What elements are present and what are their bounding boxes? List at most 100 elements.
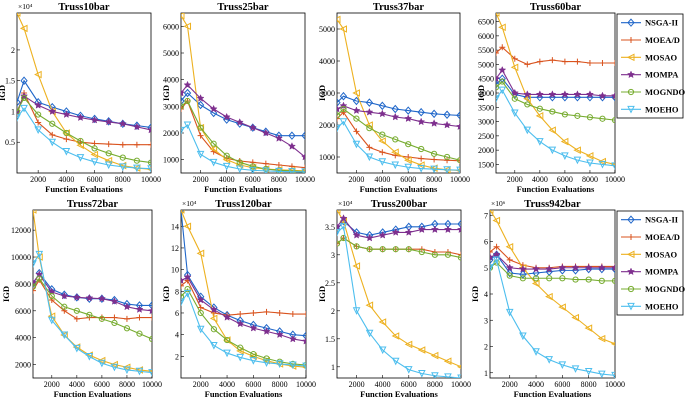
series-marker-mogndo <box>536 105 543 112</box>
series-marker-mosao <box>365 301 374 310</box>
y-tick-label: 8000 <box>15 280 31 289</box>
series-marker-mompa <box>365 233 374 242</box>
series-marker-moead <box>237 311 244 318</box>
series-marker-mogndo <box>599 115 606 122</box>
series-marker-mosao <box>510 63 519 72</box>
series-marker-mogndo <box>418 248 425 256</box>
series-marker-nsga-ii <box>196 100 205 110</box>
series-marker-mogndo <box>431 251 438 258</box>
series-marker-nsga-ii <box>430 109 438 119</box>
x-tick-label: 4000 <box>219 380 235 389</box>
series-marker-mogndo <box>524 101 531 108</box>
series-marker-mogndo <box>611 277 615 284</box>
series-marker-nsga-ii <box>288 131 296 140</box>
series-marker-moead <box>561 58 568 65</box>
series-marker-mogndo <box>275 167 282 173</box>
series-marker-nsga-ii <box>183 88 192 98</box>
series-marker-mogndo <box>379 246 386 253</box>
series-marker-nsga-ii <box>457 219 461 229</box>
series-marker-mompa <box>288 334 297 343</box>
series-marker-nsga-ii <box>404 106 412 115</box>
series-marker-moead <box>119 141 126 148</box>
series-marker-mompa <box>104 117 113 126</box>
series-marker-moeho <box>76 154 85 162</box>
legend-marker <box>627 105 635 114</box>
series-marker-mogndo <box>418 145 425 153</box>
legend-box <box>616 13 684 119</box>
series-marker-mompa <box>262 327 271 335</box>
series-marker-mogndo <box>136 330 143 337</box>
series-marker-moeho <box>33 260 37 268</box>
panel-truss60bar: 2000 4000 6000 8000 10000 1500 2000 2500 3000 350… <box>476 2 625 194</box>
series-marker-mosao <box>404 340 413 349</box>
y-tick-label: 2 <box>484 343 488 352</box>
series-marker-moead <box>337 115 340 122</box>
legend-box <box>616 210 684 316</box>
x-axis-label: Function Evaluations <box>514 389 592 399</box>
series-group <box>490 210 615 378</box>
panel-truss10bar: 2000 4000 6000 8000 10000 0.5 1 1.5 2 Truss10bar F… <box>0 2 161 194</box>
series-marker-moeho <box>148 369 152 377</box>
series-marker-mosao <box>585 152 594 160</box>
y-tick-label: 6000 <box>478 32 494 41</box>
series-marker-moead <box>444 157 451 164</box>
series-marker-moead <box>574 58 581 65</box>
y-tick-label: 1 <box>484 369 488 378</box>
series-line-moeho <box>17 107 151 170</box>
series-marker-moeho <box>339 223 348 231</box>
x-tick-label: 4000 <box>532 175 548 184</box>
x-tick-label: 10000 <box>450 175 470 184</box>
series-marker-mompa <box>365 107 374 116</box>
panel-truss72bar: 2000 4000 6000 8000 10000 2000 4000 6000 8000 100… <box>1 199 162 399</box>
y-tick-label: 4 <box>484 290 488 299</box>
series-marker-moeho <box>110 363 119 372</box>
series-marker-moead <box>458 251 461 258</box>
y-tick-label: 6000 <box>15 307 31 316</box>
series-marker-nsga-ii <box>496 80 500 89</box>
series-marker-mompa <box>196 94 205 102</box>
series-marker-moead <box>549 57 556 64</box>
series-marker-moeho <box>598 160 607 169</box>
series-marker-nsga-ii <box>337 98 341 107</box>
y-tick-label: 1 <box>11 107 15 116</box>
series-marker-mompa <box>222 112 231 121</box>
y-tick-label: 10000 <box>11 253 31 262</box>
series-line-mosao <box>337 210 461 368</box>
series-marker-moeho <box>85 352 94 361</box>
y-tick-label: 0.5 <box>5 138 15 147</box>
legend-label-nsga-ii: NSGA-II <box>645 18 679 28</box>
series-marker-moeho <box>444 373 452 378</box>
x-tick-label: 8000 <box>582 175 598 184</box>
x-tick-label: 8000 <box>427 380 443 389</box>
series-marker-mompa <box>209 104 218 113</box>
series-marker-mosao <box>545 292 553 301</box>
series-marker-moeho <box>301 168 305 173</box>
legend-marker <box>627 88 635 96</box>
series-marker-mogndo <box>263 355 270 362</box>
series-line-mogndo <box>17 96 151 164</box>
series-marker-mompa <box>236 319 245 328</box>
series-marker-mompa <box>584 263 593 272</box>
series-marker-mogndo <box>98 315 105 322</box>
series-marker-moead <box>536 58 543 65</box>
axes-box <box>180 12 306 174</box>
series-marker-mogndo <box>366 246 373 253</box>
series-marker-moeho <box>545 356 554 364</box>
series-marker-mogndo <box>73 307 80 314</box>
series-marker-mompa <box>417 225 426 234</box>
axes-box <box>336 12 461 174</box>
panel-truss37bar: 2000 4000 6000 8000 10000 1000 2000 3000 4000 500… <box>317 2 470 194</box>
series-marker-mompa <box>585 90 594 98</box>
series-marker-moeho <box>248 166 257 173</box>
series-marker-mosao <box>404 156 412 165</box>
series-marker-mogndo <box>197 124 204 131</box>
x-tick-label: 8000 <box>272 380 288 389</box>
series-marker-moeho <box>181 126 185 135</box>
series-marker-mogndo <box>86 311 93 318</box>
series-marker-mogndo <box>184 286 191 293</box>
series-marker-mosao <box>417 346 426 354</box>
series-marker-moeho <box>365 329 374 338</box>
series-marker-mosao <box>378 137 386 145</box>
panel-title: Truss200bar <box>371 199 428 210</box>
